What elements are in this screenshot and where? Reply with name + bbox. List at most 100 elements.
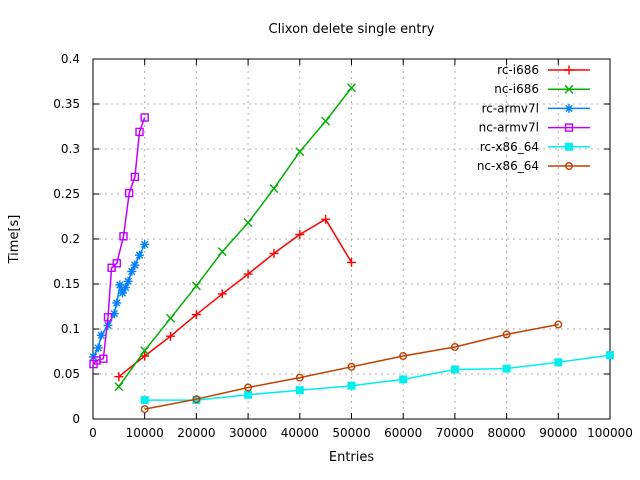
series-line-rc-x86_64 bbox=[144, 354, 611, 401]
series-marker-nc-armv7l bbox=[130, 172, 140, 182]
x-tick-label: 90000 bbox=[539, 426, 577, 440]
series-marker-rc-i686 bbox=[269, 248, 279, 258]
series-line-rc-i686 bbox=[118, 218, 353, 378]
series-marker-rc-i686 bbox=[321, 214, 331, 224]
y-tick-label: 0.2 bbox=[61, 232, 80, 246]
series-marker-rc-x86_64 bbox=[295, 386, 304, 395]
y-tick-label: 0.3 bbox=[61, 142, 80, 156]
y-tick-label: 0.15 bbox=[53, 277, 80, 291]
legend-label-nc-x86_64: nc-x86_64 bbox=[477, 159, 539, 173]
series-marker-rc-armv7l bbox=[93, 343, 103, 353]
y-tick-label: 0.4 bbox=[61, 52, 80, 66]
series-marker-rc-armv7l bbox=[130, 260, 140, 270]
legend-marker-rc-x86_64 bbox=[565, 142, 573, 151]
series-marker-rc-armv7l bbox=[112, 298, 122, 308]
series-marker-rc-x86_64 bbox=[399, 375, 408, 384]
series-marker-nc-x86_64 bbox=[295, 373, 304, 382]
x-tick-label: 60000 bbox=[384, 426, 422, 440]
series-marker-rc-x86_64 bbox=[140, 396, 149, 405]
series-marker-nc-x86_64 bbox=[347, 362, 356, 371]
series-marker-rc-i686 bbox=[166, 331, 176, 341]
series-marker-nc-i686 bbox=[347, 83, 356, 93]
series-marker-nc-armv7l bbox=[107, 263, 116, 272]
x-tick-label: 30000 bbox=[229, 426, 267, 440]
series-marker-nc-x86_64 bbox=[450, 343, 459, 352]
series-marker-nc-armv7l bbox=[103, 313, 113, 322]
series-marker-nc-x86_64 bbox=[502, 330, 511, 339]
series-marker-rc-armv7l bbox=[121, 283, 131, 293]
x-tick-label: 70000 bbox=[436, 426, 474, 440]
series-line-nc-x86_64 bbox=[144, 323, 559, 410]
series-marker-rc-i686 bbox=[191, 310, 201, 320]
series-marker-nc-x86_64 bbox=[554, 320, 563, 329]
series-marker-rc-i686 bbox=[347, 257, 356, 267]
legend-label-nc-i686: nc-i686 bbox=[494, 82, 539, 96]
x-tick-label: 10000 bbox=[126, 426, 164, 440]
y-tick-label: 0.05 bbox=[53, 367, 80, 381]
legend-marker-nc-x86_64 bbox=[565, 161, 574, 170]
series-marker-nc-armv7l bbox=[124, 188, 134, 198]
x-axis-label: Entries bbox=[329, 450, 375, 465]
legend-label-rc-armv7l: rc-armv7l bbox=[482, 101, 539, 115]
legend-label-nc-armv7l: nc-armv7l bbox=[479, 121, 539, 135]
x-tick-label: 80000 bbox=[488, 426, 526, 440]
y-tick-label: 0.35 bbox=[53, 97, 80, 111]
series-line-nc-armv7l bbox=[92, 117, 146, 365]
legend-marker-rc-i686 bbox=[564, 65, 574, 75]
series-marker-rc-x86_64 bbox=[502, 364, 511, 373]
series-marker-rc-i686 bbox=[243, 269, 253, 279]
series-marker-nc-i686 bbox=[217, 247, 227, 257]
series-marker-rc-armv7l bbox=[135, 250, 145, 260]
series-marker-rc-i686 bbox=[114, 372, 124, 382]
series-marker-rc-armv7l bbox=[103, 320, 113, 330]
chart-title: Clixon delete single entry bbox=[269, 22, 435, 37]
series-marker-nc-x86_64 bbox=[399, 352, 408, 361]
x-tick-label: 20000 bbox=[177, 426, 215, 440]
series-marker-nc-i686 bbox=[191, 281, 201, 291]
series-marker-rc-x86_64 bbox=[606, 351, 614, 360]
legend-marker-rc-armv7l bbox=[564, 103, 574, 113]
series-marker-nc-x86_64 bbox=[140, 405, 149, 414]
series-marker-nc-x86_64 bbox=[192, 395, 201, 404]
series-marker-nc-armv7l bbox=[112, 259, 121, 268]
series-marker-rc-armv7l bbox=[115, 280, 125, 290]
series-marker-nc-i686 bbox=[269, 184, 279, 194]
x-tick-label: 100000 bbox=[587, 426, 633, 440]
series-marker-rc-armv7l bbox=[109, 309, 119, 319]
series-marker-rc-i686 bbox=[295, 230, 305, 239]
legend-label-rc-i686: rc-i686 bbox=[497, 63, 539, 77]
legend-marker-nc-armv7l bbox=[564, 123, 574, 132]
series-marker-rc-x86_64 bbox=[450, 365, 459, 374]
legend-label-rc-x86_64: rc-x86_64 bbox=[480, 140, 539, 154]
x-tick-label: 40000 bbox=[281, 426, 319, 440]
series-marker-nc-i686 bbox=[166, 313, 176, 323]
series-marker-rc-armv7l bbox=[127, 266, 137, 276]
series-marker-nc-armv7l bbox=[140, 113, 149, 122]
series-marker-rc-i686 bbox=[217, 289, 227, 299]
series-marker-nc-armv7l bbox=[119, 232, 128, 241]
series-marker-rc-x86_64 bbox=[244, 390, 253, 399]
series-marker-nc-armv7l bbox=[135, 127, 144, 137]
series-marker-nc-i686 bbox=[140, 346, 150, 356]
y-tick-label: 0.1 bbox=[61, 322, 80, 336]
x-tick-label: 50000 bbox=[332, 426, 370, 440]
series-marker-rc-armv7l bbox=[96, 330, 106, 340]
series-marker-nc-i686 bbox=[295, 147, 305, 157]
series-marker-rc-x86_64 bbox=[192, 396, 201, 405]
series-marker-rc-x86_64 bbox=[554, 358, 563, 367]
series-marker-rc-armv7l bbox=[123, 276, 133, 286]
legend-marker-nc-i686 bbox=[564, 84, 574, 94]
series-marker-nc-i686 bbox=[243, 218, 253, 228]
y-tick-label: 0 bbox=[72, 412, 80, 426]
series-marker-nc-i686 bbox=[321, 116, 331, 126]
x-tick-label: 0 bbox=[89, 426, 97, 440]
series-marker-rc-armv7l bbox=[140, 239, 150, 249]
y-axis-label: Time[s] bbox=[7, 215, 22, 265]
series-marker-nc-x86_64 bbox=[244, 383, 253, 392]
series-marker-rc-armv7l bbox=[117, 288, 127, 298]
series-marker-rc-x86_64 bbox=[347, 381, 356, 390]
y-tick-label: 0.25 bbox=[53, 187, 80, 201]
series-marker-nc-armv7l bbox=[99, 354, 108, 363]
